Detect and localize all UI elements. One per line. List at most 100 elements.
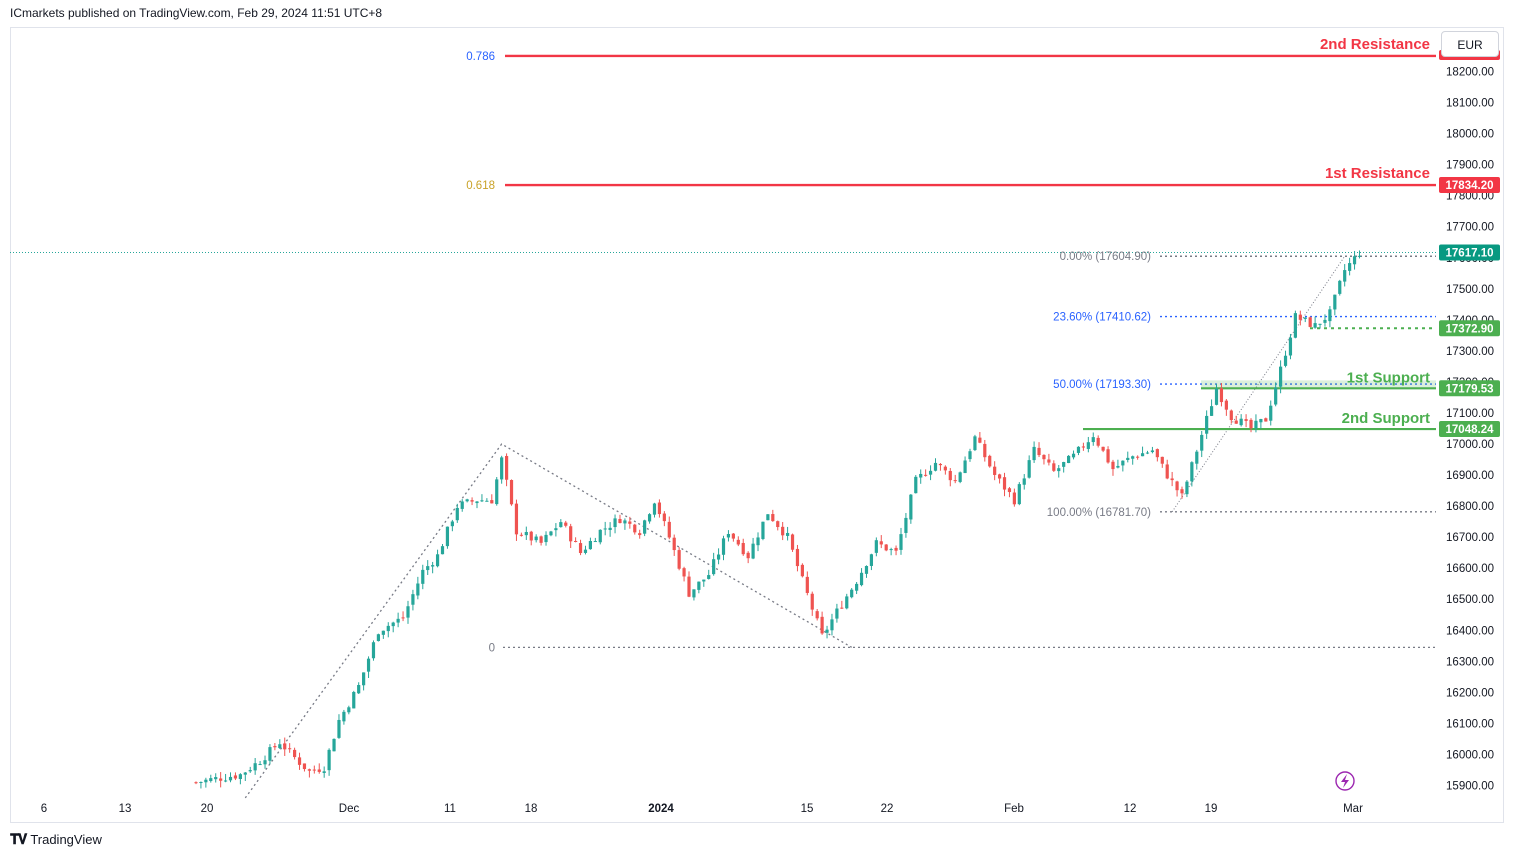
- candle-body: [1037, 447, 1041, 456]
- candle-body: [253, 763, 257, 771]
- price-tag: [1439, 380, 1500, 397]
- candle-body: [583, 549, 588, 553]
- time-tick-label: 20: [201, 803, 214, 815]
- candle-body: [1007, 488, 1012, 493]
- candle-body: [440, 546, 445, 555]
- candle-body: [997, 474, 1002, 479]
- candle-body: [544, 534, 548, 543]
- candle-body: [933, 462, 938, 471]
- candle-body: [795, 548, 800, 567]
- fib-ext-trend-path: [244, 443, 853, 799]
- candle-body: [1214, 388, 1219, 405]
- candle-body: [480, 500, 484, 502]
- candle-body: [283, 743, 287, 750]
- level-title: 2nd Resistance: [1320, 36, 1430, 53]
- candle-body: [529, 531, 533, 541]
- candle-body: [509, 480, 514, 505]
- candle-body: [569, 526, 573, 542]
- candle-body: [209, 778, 213, 782]
- candle-body: [983, 443, 987, 458]
- candle-body: [859, 572, 864, 586]
- price-tags: 17834.20 17617.10 17372.90 17179.53 17048.24: [1439, 49, 1500, 438]
- candle-body: [662, 513, 666, 522]
- candle-body: [716, 554, 721, 560]
- price-tag-label: 17834.20: [1446, 180, 1494, 192]
- candle-body: [1121, 460, 1125, 466]
- candle-body: [657, 502, 662, 515]
- candle-body: [771, 514, 775, 522]
- candle-body: [598, 529, 602, 543]
- candle-body: [623, 520, 627, 524]
- candle-body: [1096, 437, 1100, 446]
- candle-body: [1032, 446, 1036, 461]
- time-axis: 6 13 20 Dec 11 18 2024 15 22 Feb 12 19 Mar: [41, 803, 1363, 815]
- candle-body: [470, 500, 474, 502]
- candle-body: [953, 480, 957, 482]
- chart-frame[interactable]: [10, 27, 1504, 823]
- candle-body: [756, 537, 760, 546]
- fib-retrace-label: 0.00% (17604.90): [1060, 251, 1152, 263]
- candle-body: [1155, 449, 1159, 458]
- candle-body: [1111, 461, 1115, 470]
- candle-body: [490, 500, 494, 504]
- candle-body: [396, 618, 400, 623]
- candle-body: [751, 543, 755, 559]
- candle-body: [938, 463, 943, 466]
- candle-body: [1209, 406, 1214, 416]
- candle-body: [884, 544, 888, 551]
- candle-body: [909, 494, 913, 520]
- time-tick-label: 22: [881, 803, 894, 815]
- candle-body: [1328, 309, 1332, 322]
- candle-body: [1308, 317, 1312, 327]
- price-tag: [1439, 177, 1500, 194]
- candle-body: [613, 518, 617, 528]
- candle-body: [194, 782, 198, 784]
- candle-body: [199, 781, 203, 783]
- time-tick-label: Mar: [1343, 803, 1363, 815]
- candle-body: [1279, 366, 1283, 387]
- tradingview-logo-icon: 𝐓𝐕: [10, 831, 27, 847]
- candle-body: [278, 744, 282, 749]
- candle-body: [362, 672, 366, 686]
- candle-body: [603, 528, 607, 530]
- candle-body: [993, 466, 997, 475]
- candle-body: [1022, 478, 1026, 485]
- candle-body: [1057, 468, 1061, 472]
- candle-body: [352, 691, 356, 709]
- candle-body: [1052, 463, 1056, 471]
- time-tick-label: 19: [1205, 803, 1218, 815]
- candle-body: [943, 466, 947, 471]
- candle-body: [776, 521, 780, 528]
- candle-body: [820, 616, 824, 634]
- candle-body: [736, 539, 740, 545]
- candle-body: [248, 770, 252, 772]
- candle-body: [904, 517, 908, 533]
- candle-body: [800, 564, 804, 577]
- time-tick-label: 18: [525, 803, 538, 815]
- candle-body: [850, 589, 854, 598]
- candle-body: [692, 589, 696, 598]
- candle-body: [431, 565, 435, 567]
- candle-body: [219, 778, 223, 781]
- candle-body: [697, 581, 701, 590]
- candle-body: [460, 501, 464, 509]
- candle-body: [825, 629, 829, 633]
- candle-body: [1205, 415, 1209, 434]
- candle-body: [228, 776, 233, 781]
- candle-body: [830, 619, 834, 631]
- tradingview-logo[interactable]: 𝐓𝐕 TradingView: [10, 831, 102, 848]
- candle-body: [1116, 465, 1120, 468]
- candle-body: [475, 501, 479, 504]
- candle-body: [1338, 280, 1342, 294]
- candle-body: [1150, 450, 1155, 453]
- candle-body: [1042, 454, 1046, 460]
- candle-body: [593, 541, 597, 543]
- candle-body: [1131, 456, 1135, 459]
- candle-body: [608, 527, 612, 531]
- candle-body: [840, 607, 844, 609]
- currency-selector[interactable]: EUR: [1441, 31, 1499, 57]
- candle-body: [899, 534, 903, 550]
- candle-body: [677, 550, 681, 569]
- candle-body: [1249, 419, 1253, 429]
